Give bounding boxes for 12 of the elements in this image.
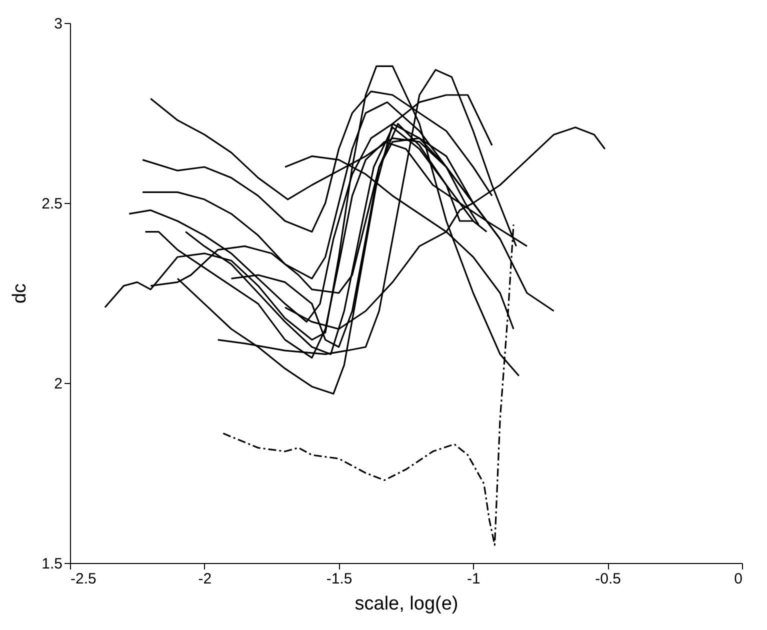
y-axis-title: dc xyxy=(10,283,31,304)
x-tick-label: -1 xyxy=(467,570,480,588)
y-tick-label: 1.5 xyxy=(42,556,62,572)
y-tick-label: 2 xyxy=(54,376,62,392)
x-tick-label: -2 xyxy=(198,570,212,588)
y-tick-label: 2.5 xyxy=(42,196,62,212)
x-tick-label: -1.5 xyxy=(326,570,352,588)
x-axis-title: scale, log(e) xyxy=(354,594,458,614)
x-tick-label: 0 xyxy=(734,570,742,588)
x-tick-label: -2.5 xyxy=(70,570,96,588)
y-tick-label: 3 xyxy=(54,16,62,32)
x-tick-label: -0.5 xyxy=(595,570,622,588)
